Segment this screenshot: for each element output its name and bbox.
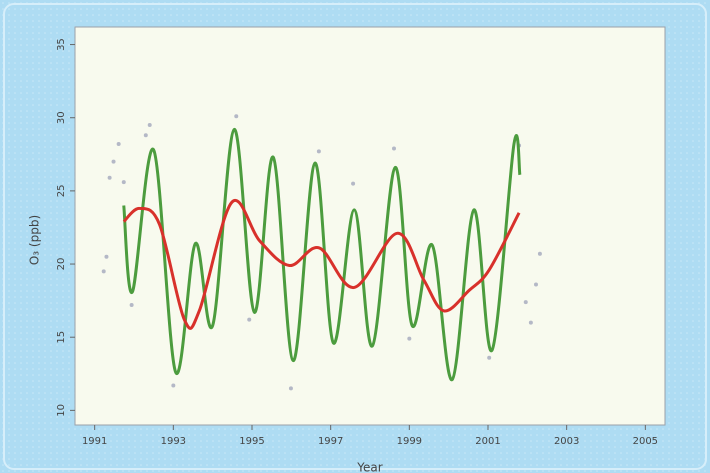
data-point (523, 300, 528, 305)
data-point (391, 146, 396, 151)
x-tick-label: 1997 (318, 436, 343, 447)
data-point (528, 320, 533, 325)
x-tick-label: 1999 (397, 436, 422, 447)
data-point (104, 254, 109, 259)
data-point (143, 133, 148, 138)
x-tick-label: 2005 (633, 436, 658, 447)
data-point (121, 180, 126, 185)
x-tick-label: 2003 (554, 436, 579, 447)
data-point (107, 175, 112, 180)
data-point (316, 149, 321, 154)
y-tick-label: 15 (56, 331, 67, 344)
y-axis-label: O₃ (ppb) (28, 215, 42, 265)
data-point (288, 386, 293, 391)
y-tick-label: 35 (56, 38, 67, 51)
data-point (111, 159, 116, 164)
data-point (101, 269, 106, 274)
x-tick-label: 1993 (161, 436, 186, 447)
data-point (487, 355, 492, 360)
data-point (234, 114, 239, 119)
data-point (537, 251, 542, 256)
data-point (116, 142, 121, 147)
series-line (122, 198, 521, 330)
x-tick-label: 1991 (82, 436, 107, 447)
y-tick-label: 25 (56, 185, 67, 198)
y-tick-label: 20 (56, 258, 67, 271)
frame (3, 3, 707, 470)
data-point (129, 303, 134, 308)
data-point (407, 336, 412, 341)
series-line (122, 127, 522, 382)
data-point (351, 181, 356, 186)
x-tick-label: 2001 (475, 436, 500, 447)
data-point (171, 383, 176, 388)
x-tick-label: 1995 (239, 436, 264, 447)
y-tick-label: 30 (56, 111, 67, 124)
y-tick-label: 10 (56, 404, 67, 417)
data-point (533, 282, 538, 287)
x-axis-label: Year (356, 461, 382, 473)
data-point (147, 123, 152, 128)
data-point (247, 317, 252, 322)
